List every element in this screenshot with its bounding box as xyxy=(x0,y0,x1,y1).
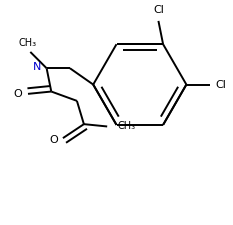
Text: O: O xyxy=(14,89,23,99)
Text: Cl: Cl xyxy=(153,5,164,16)
Text: CH₃: CH₃ xyxy=(19,38,37,48)
Text: O: O xyxy=(50,135,58,145)
Text: CH₃: CH₃ xyxy=(118,122,136,131)
Text: Cl: Cl xyxy=(215,80,226,90)
Text: N: N xyxy=(33,62,41,72)
